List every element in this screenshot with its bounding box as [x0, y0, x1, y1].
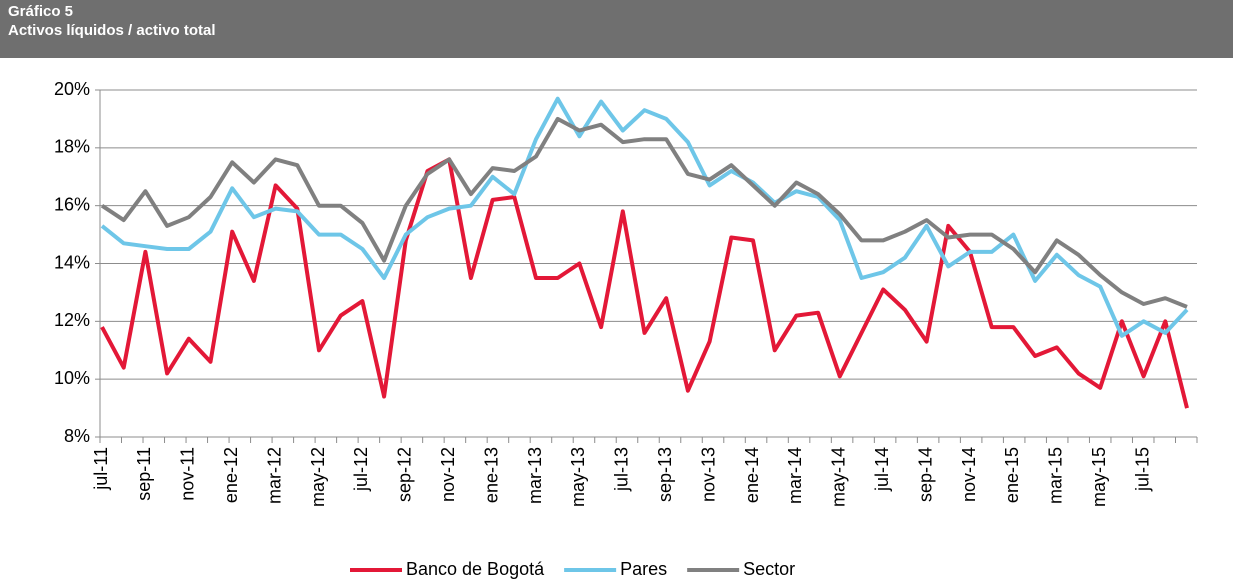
legend-label: Pares — [620, 559, 667, 579]
x-tick-label: mar-14 — [785, 447, 805, 504]
header-label: Gráfico 5 — [8, 3, 74, 20]
x-tick-label: ene-14 — [742, 447, 762, 503]
y-tick-label: 16% — [54, 194, 90, 214]
series-line — [100, 116, 1188, 309]
x-tick-label: ene-15 — [1002, 447, 1022, 503]
x-tick-label: jul-15 — [1132, 447, 1152, 492]
x-tick-label: ene-12 — [221, 447, 241, 503]
y-tick-label: 18% — [54, 137, 90, 157]
x-tick-label: may-13 — [568, 447, 588, 507]
x-tick-label: mar-12 — [264, 447, 284, 504]
legend-label: Banco de Bogotá — [406, 559, 545, 579]
y-tick-label: 10% — [54, 368, 90, 388]
y-tick-label: 14% — [54, 252, 90, 272]
x-tick-label: jul-11 — [91, 447, 111, 491]
series-line — [100, 157, 1189, 409]
x-tick-label: mar-13 — [525, 447, 545, 504]
x-tick-label: may-14 — [829, 447, 849, 507]
x-tick-label: sep-14 — [915, 447, 935, 502]
y-tick-label: 20% — [54, 79, 90, 99]
x-tick-label: mar-15 — [1046, 447, 1066, 504]
x-tick-label: nov-12 — [438, 447, 458, 502]
x-tick-label: nov-14 — [959, 447, 979, 502]
series-line — [100, 96, 1189, 338]
x-tick-label: sep-11 — [134, 447, 154, 501]
x-tick-label: may-12 — [308, 447, 328, 507]
x-tick-label: jul-12 — [351, 447, 371, 492]
x-tick-label: jul-13 — [612, 447, 632, 492]
x-tick-label: jul-14 — [872, 447, 892, 492]
header: Gráfico 5 Activos líquidos / activo tota… — [0, 0, 1233, 58]
x-tick-label: ene-13 — [481, 447, 501, 503]
x-tick-label: sep-12 — [395, 447, 415, 502]
legend-label: Sector — [743, 559, 795, 579]
x-tick-label: may-15 — [1089, 447, 1109, 507]
x-tick-label: nov-11 — [178, 447, 198, 501]
header-title: Activos líquidos / activo total — [8, 22, 216, 39]
y-tick-label: 8% — [64, 426, 90, 446]
x-tick-label: sep-13 — [655, 447, 675, 502]
y-tick-label: 12% — [54, 310, 90, 330]
x-tick-label: nov-13 — [698, 447, 718, 502]
